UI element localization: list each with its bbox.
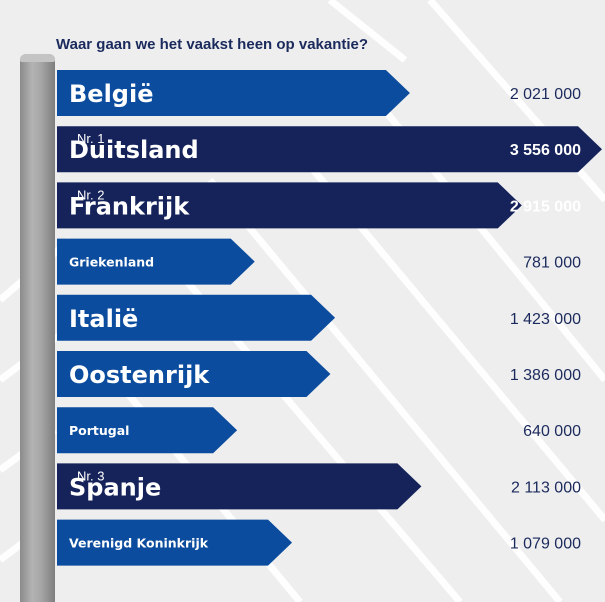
value-label: 1 079 000 xyxy=(510,536,581,553)
bar xyxy=(57,519,293,566)
value-label: 3 556 000 xyxy=(510,142,581,159)
bar-row: België 2 021 000 xyxy=(57,70,581,116)
bar-label: Duitsland xyxy=(69,136,199,164)
bar xyxy=(57,407,238,454)
bar-label: Frankrijk xyxy=(69,192,190,220)
value-label: 640 000 xyxy=(523,423,581,440)
bar-row: Portugal 640 000 xyxy=(57,407,581,454)
bar-label: Oostenrijk xyxy=(69,361,210,389)
bar xyxy=(57,463,422,510)
pole-cap xyxy=(20,54,55,62)
value-label: 2 021 000 xyxy=(510,86,581,103)
bar-row: Verenigd Koninkrijk 1 079 000 xyxy=(57,519,581,566)
value-label: 1 423 000 xyxy=(510,311,581,328)
bar-label: Griekenland xyxy=(69,255,154,270)
value-label: 1 386 000 xyxy=(510,367,581,384)
bar xyxy=(57,238,255,285)
rank-label: Nr. 3 xyxy=(77,468,104,483)
value-label: 781 000 xyxy=(523,255,581,272)
pole xyxy=(20,54,55,602)
bar-label: Spanje xyxy=(69,473,161,501)
value-label: 2 113 000 xyxy=(511,479,581,496)
bar-row: Italië 1 423 000 xyxy=(57,294,581,341)
bar-label: België xyxy=(69,80,153,108)
bar-row: Oostenrijk 1 386 000 xyxy=(57,351,581,397)
bar-label: Portugal xyxy=(69,423,129,438)
chart-title: Waar gaan we het vaakst heen op vakantie… xyxy=(56,36,369,53)
bar-row: Griekenland 781 000 xyxy=(57,238,581,285)
bar xyxy=(57,70,410,116)
bar xyxy=(57,294,336,341)
bar xyxy=(57,126,602,173)
bar-label: Verenigd Koninkrijk xyxy=(69,536,209,551)
value-label: 2 915 000 xyxy=(510,198,581,215)
rank-label: Nr. 2 xyxy=(77,187,104,202)
rank-label: Nr. 1 xyxy=(77,131,104,146)
bar xyxy=(57,351,331,397)
bar-label: Italië xyxy=(69,305,138,333)
bar xyxy=(57,182,522,229)
